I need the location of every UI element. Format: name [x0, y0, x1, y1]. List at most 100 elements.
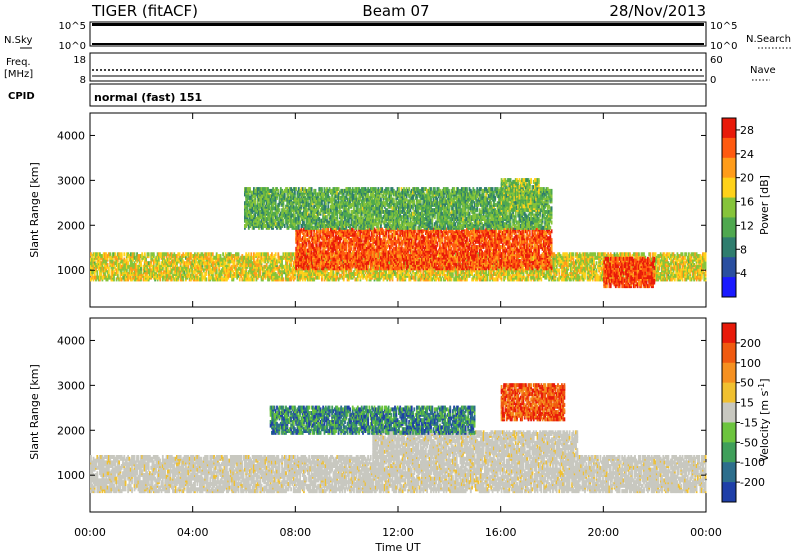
cell — [167, 263, 169, 267]
cell — [288, 259, 291, 264]
cell — [177, 257, 180, 262]
cell — [159, 252, 162, 257]
cell — [282, 252, 285, 257]
cell — [159, 277, 162, 282]
cell — [232, 270, 235, 275]
cell — [114, 255, 117, 260]
cell — [245, 272, 248, 276]
cell — [251, 264, 254, 269]
cell — [150, 272, 153, 276]
cell — [136, 273, 138, 278]
cell — [274, 252, 277, 257]
cell — [108, 252, 110, 257]
cell — [200, 261, 203, 266]
cell — [158, 266, 160, 271]
cell — [142, 264, 145, 269]
cell — [125, 257, 128, 262]
cell — [155, 263, 158, 267]
power-data — [90, 178, 707, 289]
cell — [158, 257, 160, 262]
cell — [281, 261, 283, 266]
cell — [183, 264, 186, 269]
cell — [288, 263, 291, 267]
cell — [274, 272, 277, 276]
cell — [222, 257, 224, 262]
cell — [218, 277, 221, 282]
cell — [187, 268, 190, 273]
cell — [120, 259, 123, 264]
cell — [131, 252, 133, 257]
cell — [288, 252, 291, 257]
cell — [150, 268, 153, 273]
cell — [249, 255, 251, 260]
cell — [146, 261, 149, 266]
cell — [186, 263, 189, 267]
cell — [253, 259, 255, 264]
cell — [93, 252, 96, 257]
cell — [106, 277, 109, 282]
cell — [279, 255, 282, 260]
cell — [104, 272, 106, 276]
cell — [572, 252, 575, 257]
cell — [223, 266, 226, 271]
cell — [119, 272, 122, 276]
cell — [167, 270, 169, 275]
cell — [278, 264, 281, 269]
cell — [229, 266, 232, 271]
cell — [202, 268, 205, 273]
cell — [122, 272, 124, 276]
cell — [213, 277, 215, 282]
cell — [173, 266, 176, 271]
cell — [182, 263, 185, 267]
cell — [540, 277, 543, 282]
cell — [201, 252, 204, 257]
cell — [278, 268, 281, 273]
cell — [290, 268, 292, 273]
cell — [95, 263, 97, 267]
cell — [526, 270, 529, 275]
cell — [190, 261, 192, 266]
cell — [177, 266, 180, 271]
cell — [282, 277, 285, 282]
cell — [466, 277, 468, 282]
cell — [209, 252, 212, 257]
cell — [138, 257, 141, 262]
cell — [277, 270, 280, 275]
cell — [224, 252, 227, 257]
cell — [173, 270, 176, 275]
cell — [111, 272, 114, 276]
cell — [142, 255, 145, 260]
cell — [174, 254, 177, 259]
cell — [268, 268, 271, 273]
cell — [119, 275, 122, 280]
cell — [264, 264, 267, 269]
cell — [152, 268, 155, 273]
cell — [174, 268, 177, 273]
cell — [196, 275, 199, 280]
cell — [181, 259, 183, 264]
cell — [104, 252, 106, 257]
cell — [90, 264, 92, 269]
cell — [187, 252, 190, 257]
cell — [214, 275, 217, 280]
cell — [111, 252, 114, 257]
cell — [124, 259, 127, 264]
cell — [285, 261, 287, 266]
cell — [237, 252, 240, 257]
cell — [90, 257, 92, 262]
cell — [156, 273, 159, 278]
cell — [318, 257, 321, 262]
cell — [555, 264, 558, 269]
cell — [151, 252, 154, 257]
cell — [226, 277, 228, 282]
cell — [255, 266, 258, 271]
cell — [190, 268, 192, 273]
cell — [273, 254, 276, 259]
cell — [160, 273, 163, 278]
cell — [269, 259, 272, 264]
cell — [256, 252, 259, 257]
cell — [274, 261, 277, 266]
cell — [681, 277, 684, 282]
cell — [154, 272, 156, 276]
cell — [192, 270, 195, 275]
